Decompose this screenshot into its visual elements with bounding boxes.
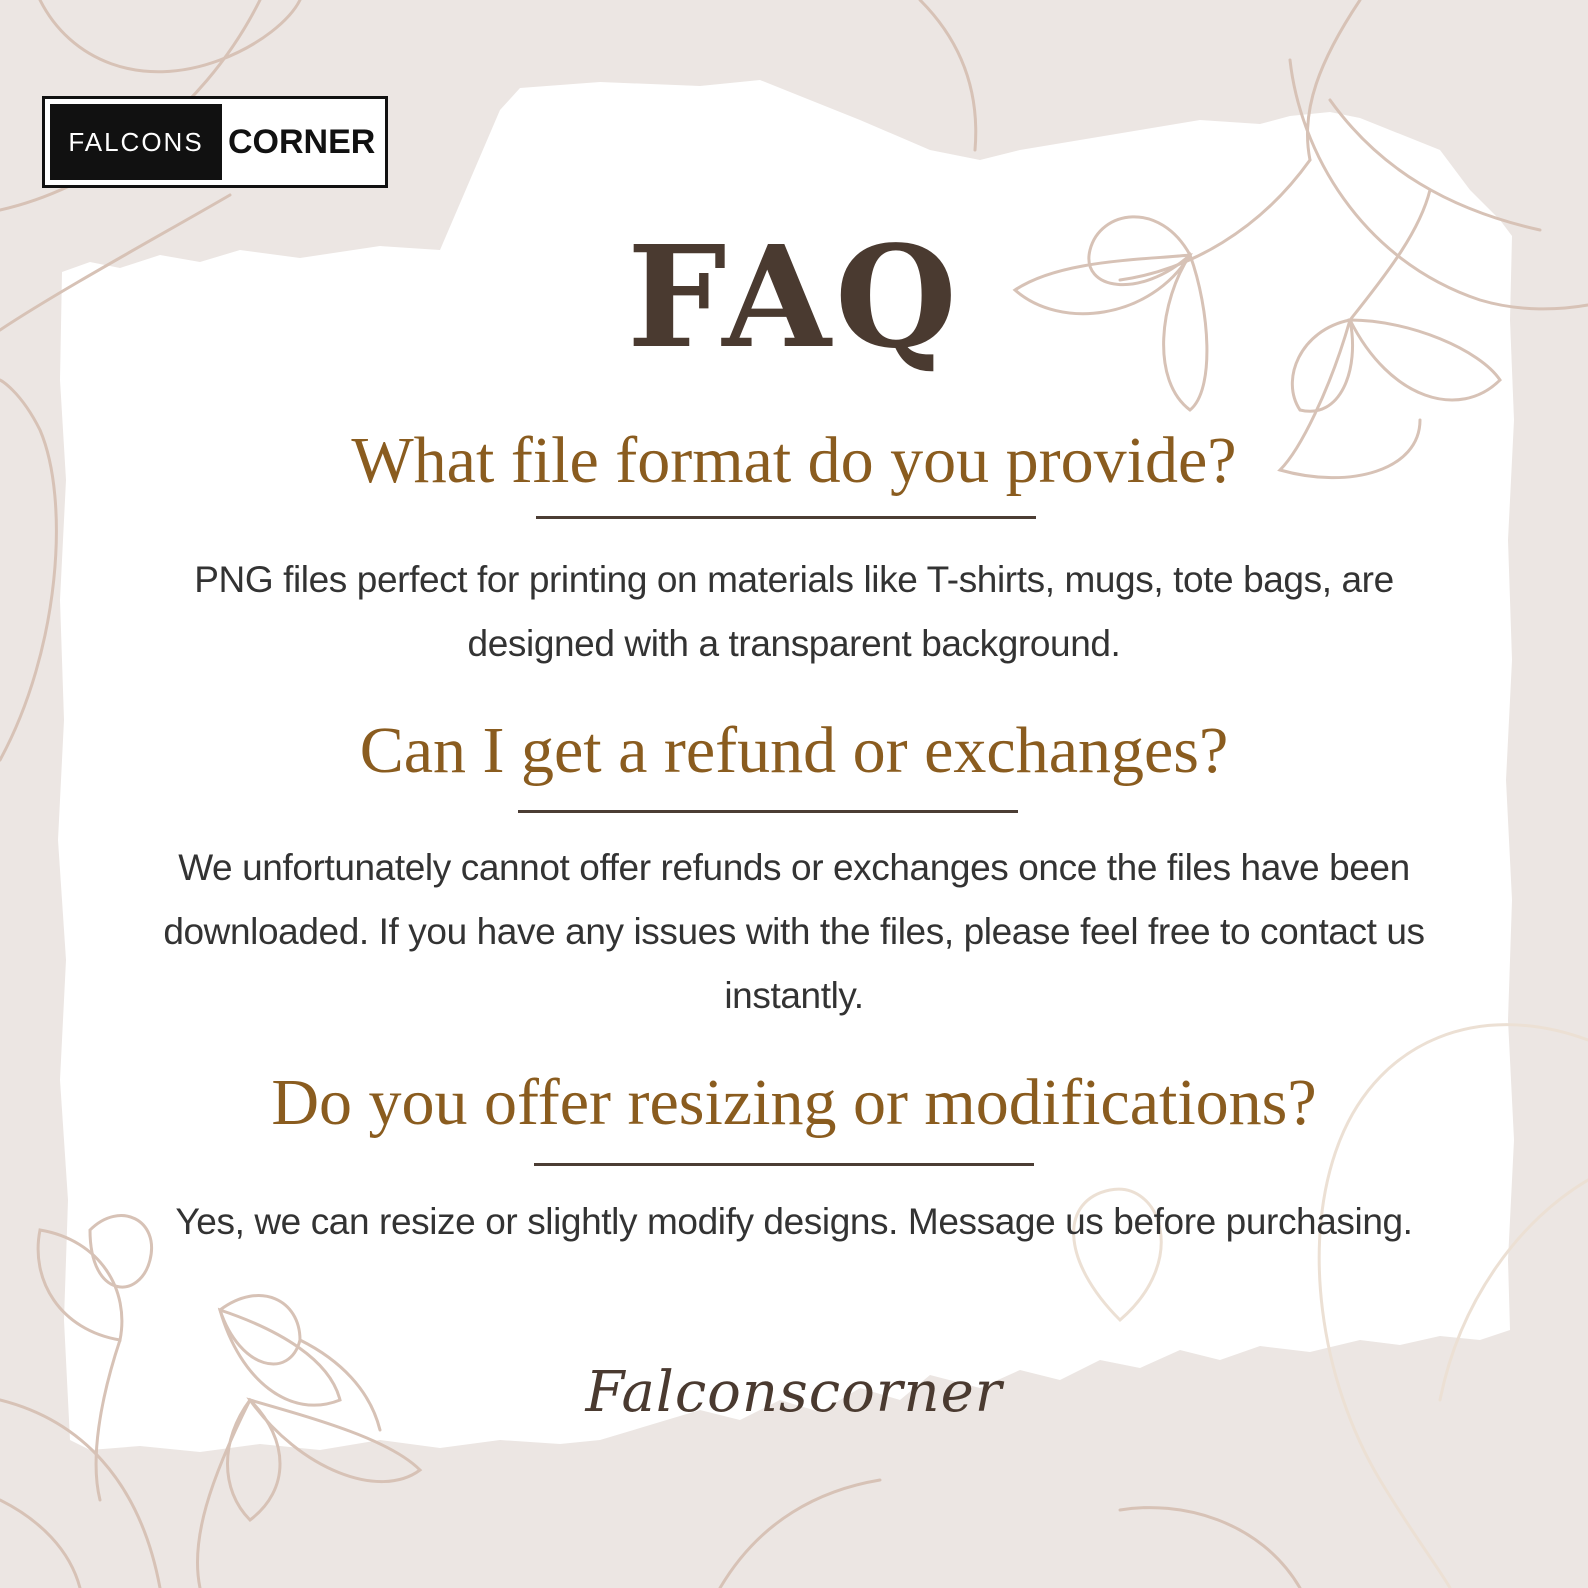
faq-question-2: Can I get a refund or exchanges? <box>359 714 1229 787</box>
logo-left-text: FALCONS <box>50 104 222 180</box>
faq-answer-2: We unfortunately cannot offer refunds or… <box>163 847 1425 1016</box>
page-title: FAQ <box>627 216 961 380</box>
faq-answer-3: Yes, we can resize or slightly modify de… <box>175 1201 1413 1242</box>
faq-divider-3 <box>534 1163 1034 1166</box>
logo-right-text: CORNER <box>228 122 376 161</box>
faq-divider-2 <box>518 810 1018 813</box>
signature: Falconscorner <box>585 1360 1003 1425</box>
falcons-corner-logo: FALCONS CORNER <box>42 96 388 188</box>
faq-answer-1: PNG files perfect for printing on materi… <box>194 559 1394 664</box>
faq-question-1: What file format do you provide? <box>351 424 1237 497</box>
faq-divider-1 <box>536 516 1036 519</box>
faq-question-3: Do you offer resizing or modifications? <box>271 1066 1317 1139</box>
torn-paper-sheet <box>58 80 1514 1452</box>
